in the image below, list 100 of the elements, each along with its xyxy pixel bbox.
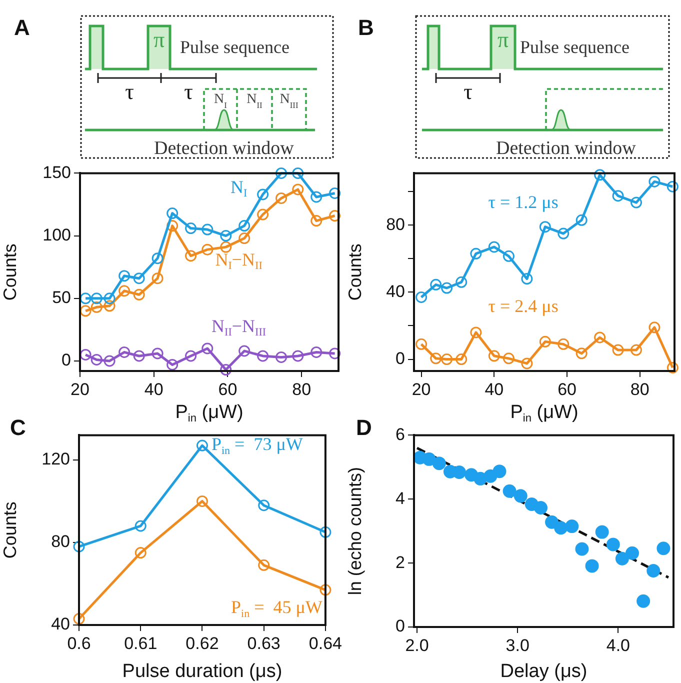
- point: [185, 222, 197, 234]
- point: [133, 350, 145, 362]
- y-tick-label: 80: [51, 532, 70, 552]
- point: [220, 364, 232, 376]
- point: [514, 489, 528, 503]
- point: [594, 332, 606, 344]
- point: [646, 564, 660, 578]
- point: [292, 167, 304, 179]
- point: [539, 336, 551, 348]
- point: [80, 305, 92, 317]
- point: [202, 224, 214, 236]
- point: [166, 220, 178, 232]
- point: [452, 466, 466, 480]
- point: [558, 228, 570, 240]
- y-tick-label: 100: [42, 225, 71, 244]
- x-tick-label: 3.0: [506, 636, 530, 655]
- point: [134, 520, 146, 532]
- point: [612, 344, 624, 356]
- y-tick-label: 150: [42, 162, 71, 182]
- point: [196, 495, 208, 507]
- point: [310, 215, 322, 227]
- point: [488, 241, 500, 253]
- point: [432, 456, 446, 470]
- point: [492, 464, 506, 478]
- point: [595, 525, 609, 539]
- point: [576, 348, 588, 360]
- chart-title: C: [10, 415, 26, 440]
- y-tick-label: 0: [396, 348, 405, 368]
- point: [90, 301, 102, 313]
- x-tick-label: 0.63: [247, 634, 280, 653]
- point: [73, 540, 85, 552]
- chart-title: B: [358, 15, 374, 40]
- point: [238, 220, 250, 232]
- y-tick-label: 0: [396, 616, 405, 636]
- point: [104, 355, 116, 367]
- point: [575, 542, 589, 556]
- point: [636, 594, 650, 608]
- pulse-sequence-diagram: π Pulse sequence τ Detection window: [415, 15, 670, 159]
- point: [539, 221, 551, 233]
- point: [456, 354, 468, 366]
- point: [456, 276, 468, 288]
- point: [202, 342, 214, 354]
- point: [133, 288, 145, 300]
- y-tick-label: 2: [396, 552, 405, 572]
- point: [257, 350, 269, 362]
- point: [329, 210, 341, 222]
- x-tick-label: 20: [70, 380, 90, 399]
- y-axis-title: Counts: [0, 502, 20, 559]
- point: [554, 521, 568, 535]
- point: [565, 520, 579, 534]
- y-tick-label: 6: [396, 424, 405, 444]
- x-tick-label: 20: [412, 380, 431, 399]
- x-tick-label: 80: [630, 380, 650, 399]
- point: [615, 552, 629, 566]
- point: [276, 351, 288, 363]
- point: [276, 167, 288, 179]
- point: [258, 500, 270, 512]
- point: [441, 354, 453, 366]
- point: [185, 250, 197, 262]
- point: [310, 191, 322, 203]
- point: [202, 244, 214, 256]
- x-tick-label: 40: [484, 380, 504, 399]
- point: [310, 346, 322, 358]
- point: [90, 292, 102, 304]
- point: [152, 272, 164, 284]
- point: [666, 362, 678, 374]
- point: [118, 285, 130, 297]
- point: [502, 250, 514, 262]
- point: [134, 547, 146, 559]
- x-tick-label: 60: [558, 380, 576, 399]
- point: [430, 352, 442, 364]
- point: [430, 278, 442, 290]
- x-tick-label: 0.61: [124, 634, 158, 653]
- point: [416, 338, 428, 350]
- x-tick-label: 0.6: [67, 634, 91, 653]
- point: [648, 176, 660, 188]
- point: [73, 613, 85, 625]
- series-label: τ = 2.4 μs: [488, 296, 558, 316]
- y-tick-label: 0: [62, 350, 71, 370]
- point: [258, 559, 270, 571]
- x-axis-title: Delay (μs): [500, 661, 588, 682]
- point: [257, 208, 269, 220]
- y-tick-label: 50: [52, 288, 71, 308]
- point: [276, 192, 288, 204]
- point: [196, 440, 208, 452]
- point: [576, 214, 588, 226]
- point: [648, 322, 660, 334]
- point: [118, 346, 130, 358]
- point: [257, 188, 269, 200]
- x-tick-label: 80: [292, 380, 312, 399]
- point: [166, 358, 178, 370]
- point: [238, 345, 250, 357]
- point: [90, 354, 102, 366]
- chart-title: A: [14, 15, 30, 40]
- y-tick-label: 40: [386, 282, 405, 301]
- point: [104, 300, 116, 312]
- point: [502, 484, 516, 498]
- point: [502, 352, 514, 364]
- point: [656, 542, 670, 556]
- point: [545, 515, 559, 529]
